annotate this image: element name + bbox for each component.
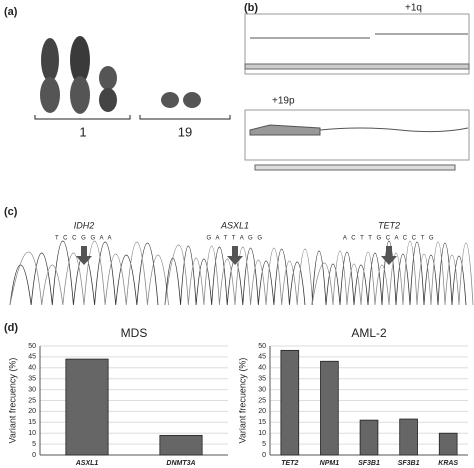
- y-tick-label: 40: [28, 365, 36, 372]
- arrow: [381, 246, 397, 265]
- y-tick-label: 10: [28, 430, 36, 437]
- y-tick-label: 40: [258, 365, 266, 372]
- bracket: [34, 115, 231, 120]
- y-axis-label: Variant frecuency (%): [7, 358, 17, 444]
- x-tick-label: SF3B1: [358, 460, 380, 467]
- annotation: +19p: [272, 96, 295, 107]
- y-tick-label: 45: [258, 354, 266, 361]
- panel-label: (c): [4, 206, 18, 218]
- y-tick-label: 5: [262, 441, 266, 448]
- y-tick-label: 10: [258, 430, 266, 437]
- y-tick-label: 5: [32, 441, 36, 448]
- y-tick-label: 30: [258, 386, 266, 393]
- x-tick-label: NPM1: [320, 460, 340, 467]
- ideogram: [244, 63, 470, 70]
- gene-name: TET2: [378, 220, 400, 230]
- y-tick-label: 20: [258, 408, 266, 415]
- group-label: 19: [178, 124, 192, 139]
- y-axis-label: Variant frecuency (%): [237, 358, 247, 444]
- bar: [159, 434, 203, 456]
- trace: [164, 244, 314, 306]
- group-label: 1: [79, 124, 86, 139]
- y-tick-label: 50: [28, 343, 36, 350]
- y-tick-label: 30: [28, 386, 36, 393]
- arrow: [227, 246, 243, 265]
- y-tick-label: 45: [28, 354, 36, 361]
- gene-name: IDH2: [74, 220, 95, 230]
- bar: [359, 419, 379, 456]
- array-box: [244, 13, 470, 75]
- sequence: G A T T A G G: [206, 236, 263, 242]
- cnv-trace: [319, 127, 469, 133]
- chart-title: AML-2: [351, 326, 387, 340]
- x-tick-label: ASXL1: [75, 460, 99, 467]
- bar: [65, 358, 109, 456]
- cnv-trace: [249, 33, 468, 136]
- y-tick-label: 15: [28, 419, 36, 426]
- y-tick-label: 25: [258, 397, 266, 404]
- y-tick-label: 15: [258, 419, 266, 426]
- annotation: +1q: [405, 3, 422, 14]
- trace: [311, 240, 474, 306]
- y-tick-label: 0: [262, 452, 266, 459]
- y-tick-label: 25: [28, 397, 36, 404]
- x-tick-label: KRAS: [438, 460, 458, 467]
- arrow: [76, 246, 92, 265]
- array-box: [244, 109, 470, 161]
- sequence: T C C G G A A: [55, 236, 113, 242]
- x-tick-label: DNMT3A: [166, 460, 195, 467]
- panel-label: (a): [4, 6, 18, 18]
- y-tick-label: 50: [258, 343, 266, 350]
- chromosomes: [40, 36, 201, 114]
- y-tick-label: 35: [28, 376, 36, 383]
- trace: [9, 240, 169, 306]
- gene-name: ASXL1: [220, 220, 249, 230]
- panel-label: (d): [4, 322, 18, 334]
- y-tick-label: 35: [258, 376, 266, 383]
- bar: [399, 418, 418, 456]
- panel-label: (b): [244, 2, 258, 14]
- chart-title: MDS: [121, 326, 148, 340]
- y-tick-label: 0: [32, 452, 36, 459]
- x-tick-label: SF3B1: [398, 460, 420, 467]
- sequence: A C T T G C A C C T G: [343, 236, 435, 242]
- bar: [438, 432, 458, 456]
- bar: [280, 349, 300, 456]
- x-tick-label: TET2: [281, 460, 298, 467]
- bar: [320, 360, 339, 456]
- ideogram: [254, 164, 456, 171]
- y-tick-label: 20: [28, 408, 36, 415]
